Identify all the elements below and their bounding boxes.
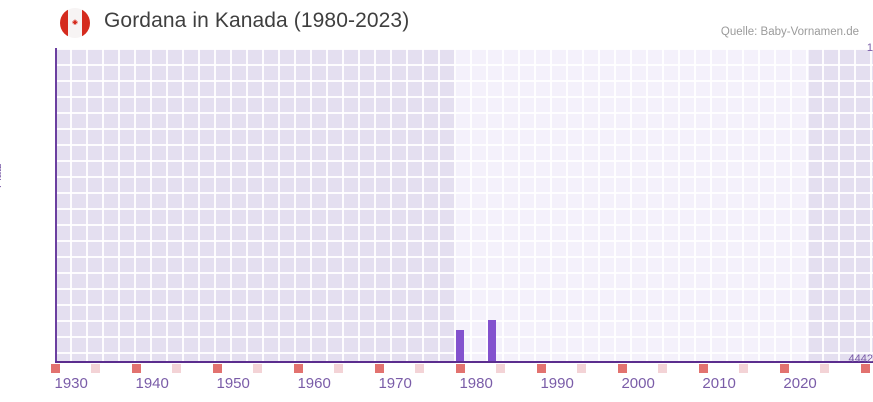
x-tick-label-1960: 1960: [297, 375, 331, 392]
axis-marker-2008: [698, 364, 708, 373]
page-title: Gordana in Kanada (1980-2023): [104, 9, 410, 32]
x-tick-label-1950: 1950: [216, 375, 250, 392]
axis-marker-1953: [253, 364, 263, 373]
canada-flag-icon: [60, 8, 90, 38]
x-axis-line: [55, 361, 873, 363]
plot-area: [55, 49, 873, 362]
x-tick-label-1990: 1990: [540, 375, 574, 392]
axis-marker-1968: [374, 364, 384, 373]
bar-1982[interactable]: [488, 319, 497, 362]
y-axis-line: [55, 48, 57, 363]
axis-marker-1958: [293, 364, 303, 373]
y-axis-title: Platz: [0, 163, 4, 188]
chart-header: Gordana in Kanada (1980-2023) Quelle: Ba…: [0, 0, 873, 46]
axis-marker-1948: [212, 364, 222, 373]
x-tick-label-2020: 2020: [783, 375, 817, 392]
axis-marker-1963: [334, 364, 344, 373]
x-tick-label-2010: 2010: [702, 375, 736, 392]
axis-marker-1933: [91, 364, 101, 373]
axis-marker-1998: [617, 364, 627, 373]
axis-marker-2003: [658, 364, 668, 373]
bar-1978[interactable]: [455, 330, 464, 362]
axis-marker-2018: [779, 364, 789, 373]
maple-leaf-icon: [71, 18, 79, 26]
axis-marker-1973: [415, 364, 425, 373]
axis-marker-1978: [455, 364, 465, 373]
axis-marker-2013: [739, 364, 749, 373]
axis-marker-1988: [536, 364, 546, 373]
x-tick-label-1940: 1940: [135, 375, 169, 392]
axis-marker-1938: [131, 364, 141, 373]
x-tick-label-2000: 2000: [621, 375, 655, 392]
band-data-period: [456, 49, 809, 362]
band-after-data: [809, 49, 873, 362]
band-before-data: [55, 49, 456, 362]
x-tick-label-1970: 1970: [378, 375, 412, 392]
axis-marker-1943: [172, 364, 182, 373]
x-tick-label-1980: 1980: [459, 375, 493, 392]
y-tick-top: 1: [866, 42, 873, 54]
axis-marker-1993: [577, 364, 587, 373]
flag-band-right: [82, 8, 90, 38]
flag-band-left: [60, 8, 68, 38]
axis-marker-1928: [51, 364, 60, 373]
axis-marker-2028: [860, 364, 870, 373]
source-label: Quelle: Baby-Vornamen.de: [720, 26, 859, 38]
y-tick-bottom: 4442: [848, 353, 873, 365]
axis-marker-2023: [820, 364, 830, 373]
axis-marker-1983: [496, 364, 506, 373]
x-tick-label-1930: 1930: [54, 375, 88, 392]
